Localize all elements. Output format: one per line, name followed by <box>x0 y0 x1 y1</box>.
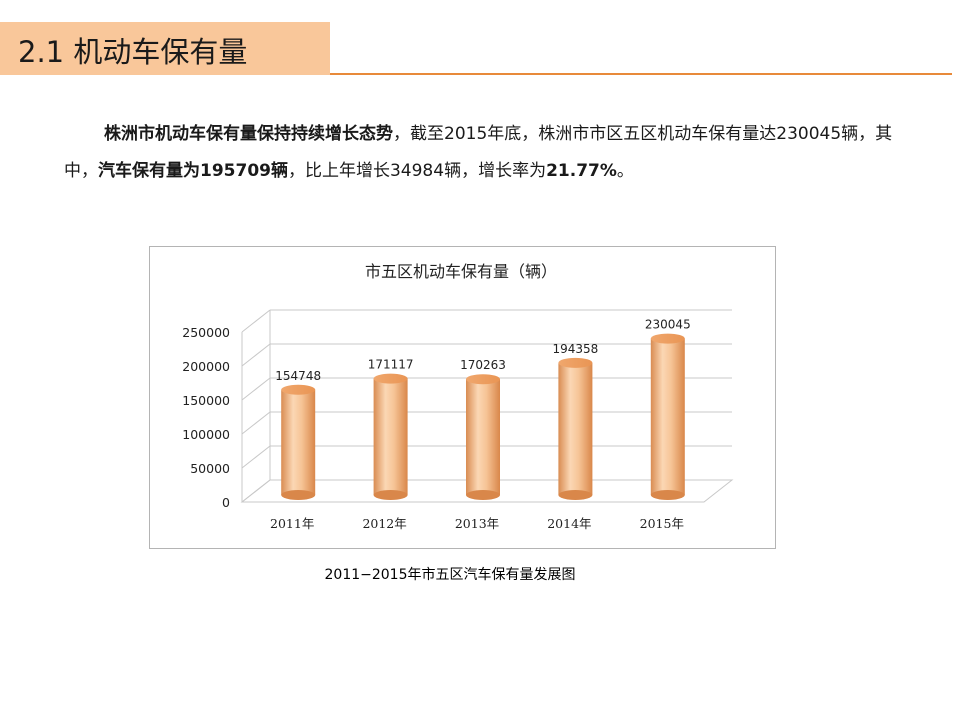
y-tick-label: 250000 <box>182 325 230 340</box>
bar-base <box>373 490 408 500</box>
x-tick-label: 2014年 <box>547 516 591 531</box>
y-tick-label: 50000 <box>190 461 230 476</box>
bar-base <box>558 490 593 500</box>
data-label: 230045 <box>645 318 691 332</box>
gridline-side <box>241 309 271 333</box>
y-tick-label: 100000 <box>182 427 230 442</box>
para-bold-2: 汽车保有量为195709辆 <box>98 161 288 181</box>
bar-top <box>650 333 685 344</box>
bar-base <box>650 490 685 500</box>
bar-top <box>373 373 408 384</box>
gridline-side <box>241 377 271 401</box>
x-tick-label: 2013年 <box>455 516 499 531</box>
gridline-side <box>241 445 271 469</box>
bar <box>281 389 316 495</box>
bar <box>466 379 500 495</box>
summary-paragraph: 株洲市机动车保有量保持持续增长态势，截至2015年底，株洲市市区五区机动车保有量… <box>64 116 894 190</box>
para-bold-1: 株洲市机动车保有量保持持续增长态势 <box>104 124 393 144</box>
bar-base <box>466 490 500 500</box>
x-tick-label: 2015年 <box>640 516 684 531</box>
x-tick-label: 2011年 <box>270 516 314 531</box>
para-text-2: ，比上年增长34984辆，增长率为 <box>287 161 547 181</box>
chart-caption: 2011−2015年市五区汽车保有量发展图 <box>324 567 576 583</box>
data-label: 154748 <box>275 369 321 383</box>
title-box <box>0 22 330 75</box>
title-underline <box>330 73 952 75</box>
gridline-side <box>241 411 271 435</box>
y-tick-label: 150000 <box>182 393 230 408</box>
chart-title: 市五区机动车保有量（辆） <box>365 262 557 281</box>
bar-top <box>281 384 316 395</box>
y-tick-label: 0 <box>222 495 230 510</box>
data-label: 194358 <box>552 342 598 356</box>
para-bold-3: 21.77% <box>546 161 617 181</box>
bar <box>558 362 593 495</box>
bar <box>650 338 685 495</box>
bar <box>373 378 408 495</box>
bar-top <box>466 374 500 385</box>
x-tick-label: 2012年 <box>362 516 406 531</box>
bar-top <box>558 357 593 368</box>
bar-base <box>281 490 316 500</box>
para-text-1: ，截至2015年底，株洲市市区五区机动车保有量达230045辆，其中， <box>64 124 893 181</box>
gridline-side <box>241 343 271 367</box>
page-title: 2.1 机动车保有量 <box>18 35 248 69</box>
y-tick-label: 200000 <box>182 359 230 374</box>
para-text-3: 。 <box>616 161 634 181</box>
data-label: 171117 <box>368 358 414 372</box>
data-label: 170263 <box>460 358 506 372</box>
